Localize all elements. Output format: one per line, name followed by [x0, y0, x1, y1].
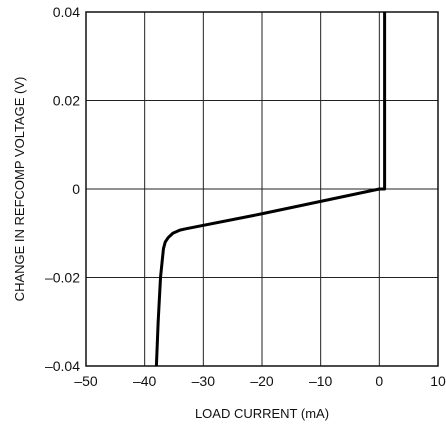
series-line	[154, 12, 387, 367]
y-tick-label: –0.02	[45, 270, 80, 286]
series-layer	[154, 12, 387, 367]
y-tick-labels: –0.04 –0.02 0 0.02 0.04	[45, 4, 80, 374]
x-tick-label: –20	[250, 373, 274, 389]
y-tick-label: –0.04	[45, 358, 80, 374]
x-axis-label: LOAD CURRENT (mA)	[195, 406, 329, 421]
y-axis-label: CHANGE IN REFCOMP VOLTAGE (V)	[12, 77, 27, 302]
y-tick-label: 0.02	[53, 93, 80, 109]
plot-frame	[85, 11, 439, 367]
y-tick-label: 0	[72, 181, 80, 197]
y-tick-label: 0.04	[53, 4, 80, 20]
x-tick-label: 10	[430, 373, 446, 389]
x-tick-label: –40	[133, 373, 157, 389]
x-tick-labels: –50 –40 –30 –20 –10 0 10	[74, 373, 446, 389]
x-tick-label: 0	[375, 373, 383, 389]
x-tick-label: –10	[309, 373, 333, 389]
x-tick-label: –30	[192, 373, 216, 389]
x-tick-label: –50	[74, 373, 98, 389]
